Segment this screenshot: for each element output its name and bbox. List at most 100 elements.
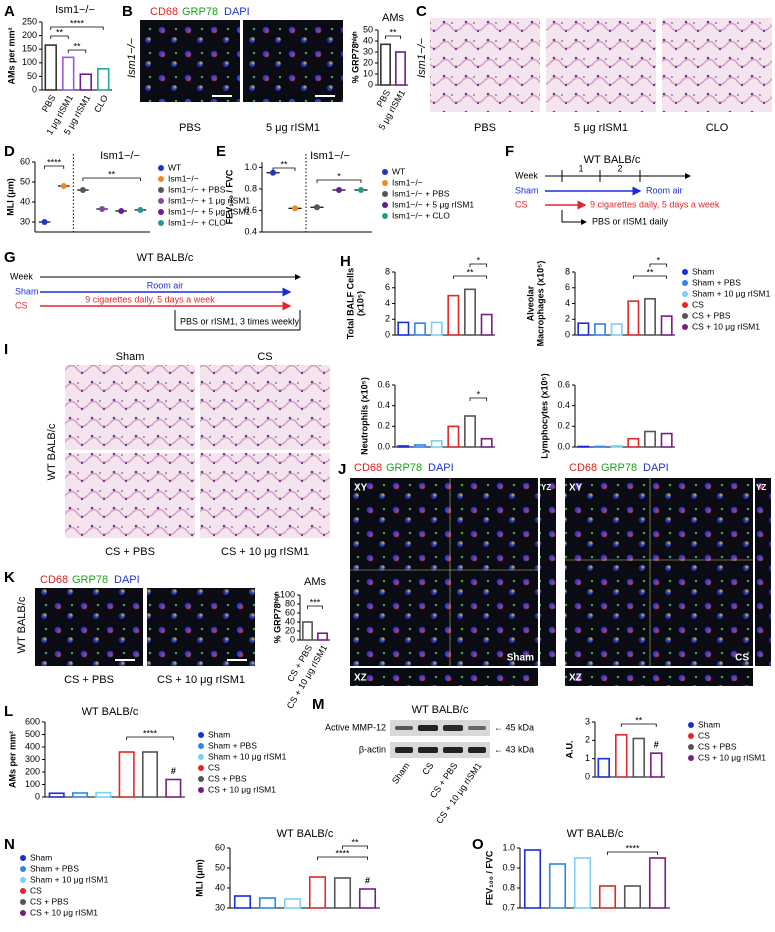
panel-letter: O <box>472 836 484 853</box>
y-tick-label: 4 <box>385 298 390 308</box>
bar <box>660 432 673 448</box>
sig-label: **** <box>70 18 85 28</box>
plane-label: YZ <box>756 483 766 492</box>
sig-label: * <box>337 171 341 181</box>
y-tick-label: 0.4 <box>244 226 257 236</box>
legend-label: CS + 10 μg rISM1 <box>30 907 98 917</box>
legend-label: WT <box>168 162 181 172</box>
sig-bracket <box>44 165 65 169</box>
sig-bracket <box>342 845 368 849</box>
sig-label: ** <box>280 159 288 169</box>
panel-letter: F <box>505 143 514 160</box>
legend-label: Ism1−/− + CLO <box>392 210 450 220</box>
legend-swatch <box>382 180 388 186</box>
y-tick-label: 0.8 <box>502 882 515 892</box>
sig-bracket <box>67 49 87 53</box>
y-tick-label: 50 <box>215 862 225 872</box>
sig-label: *** <box>310 597 321 607</box>
legend-swatch <box>382 191 388 197</box>
bar <box>71 792 89 798</box>
stain: CD68 <box>150 6 178 18</box>
y-tick-label: 0 <box>32 84 37 94</box>
legend-label: Sham + 10 μg rISM1 <box>208 751 287 761</box>
panel-letter: K <box>4 569 15 586</box>
x-tick-label: PBS <box>40 93 58 114</box>
stain: GRP78 <box>72 574 108 586</box>
y-tick-label: 250 <box>22 16 37 26</box>
y-tick-label: 50 <box>20 176 30 186</box>
y-tick-label: 300 <box>25 754 40 764</box>
bar <box>597 757 610 778</box>
treatment-text: PBS or rISM1, 3 times weekly <box>180 316 300 326</box>
bar <box>523 849 542 909</box>
legend-label: Ism1−/− + PBS <box>392 188 450 198</box>
legend-label: Sham + PBS <box>692 277 741 287</box>
legend-label: CS + 10 μg rISM1 <box>698 752 766 762</box>
blot-strip <box>390 720 490 736</box>
legend-label: CS + PBS <box>692 310 731 320</box>
panel-letter: G <box>4 249 16 266</box>
caption: CS + PBS <box>64 674 114 686</box>
panel-b-images: B CD68 GRP78 DAPI Ism1−/− PBS 5 μg rISM1 <box>122 3 343 134</box>
caption: CS + 10 μg rISM1 <box>221 546 309 558</box>
y-tick-label: 3 <box>585 716 590 726</box>
legend-swatch <box>198 776 204 782</box>
micrograph <box>35 588 143 666</box>
bar <box>165 778 182 798</box>
legend-label: Ism1−/− <box>168 173 199 183</box>
sig-bracket <box>469 397 488 401</box>
legend-swatch <box>382 169 388 175</box>
y-tick-label: 600 <box>25 716 40 726</box>
y-tick-label: 50 <box>363 24 373 34</box>
y-tick-label: 20 <box>285 625 295 635</box>
band <box>418 725 438 731</box>
legend-label: Sham <box>692 266 714 276</box>
stain: CD68 <box>40 574 68 586</box>
legend-swatch <box>20 910 26 916</box>
genotype: Ism1−/− <box>416 38 428 78</box>
sig-label: ** <box>646 267 654 277</box>
condition: CS <box>735 653 749 664</box>
panel-letter: A <box>4 3 15 20</box>
y-tick-label: 0.0 <box>557 441 570 451</box>
y-tick-label: 40 <box>363 35 373 45</box>
annotation: # <box>171 766 176 776</box>
x-tick-label: CLO <box>92 93 110 114</box>
cs-text: 9 cigarettes daily, 5 days a week <box>590 199 720 209</box>
stain: DAPI <box>114 574 140 586</box>
sig-label: ** <box>389 27 397 37</box>
bar <box>594 323 606 336</box>
legend-label: Sham + 10 μg rISM1 <box>692 288 771 298</box>
sig-label: **** <box>143 728 158 738</box>
legend-label: Ism1−/− + 1 μg rISM1 <box>168 195 250 205</box>
legend-label: Sham <box>208 729 230 739</box>
y-tick-label: 2 <box>385 314 390 324</box>
stain: GRP78 <box>182 6 218 18</box>
chart-title: WT BALB/c <box>277 828 334 840</box>
panel-j: J CD68 GRP78 DAPI XY YZ XZ Sham CD68 GRP… <box>338 461 771 686</box>
y-tick-label: 200 <box>25 766 40 776</box>
stain: CD68 <box>569 462 597 474</box>
y-tick-label: 30 <box>363 46 373 56</box>
bar <box>430 439 443 448</box>
y-tick-label: 8 <box>565 266 570 276</box>
sig-bracket <box>82 177 141 181</box>
y-tick-label: 0 <box>565 329 570 339</box>
legend-swatch <box>158 220 164 226</box>
bar <box>317 632 328 641</box>
mean-dot <box>79 187 86 193</box>
band <box>443 747 463 753</box>
bar <box>644 297 656 336</box>
sig-label: * <box>477 255 481 265</box>
legend-swatch <box>682 302 688 308</box>
micrograph <box>662 18 772 112</box>
sig-label: * <box>477 389 481 399</box>
y-tick-label: 0.4 <box>377 400 390 410</box>
band <box>395 726 413 730</box>
sham-label: Sham <box>15 286 39 296</box>
caption: PBS <box>474 122 496 134</box>
sig-label: ** <box>635 715 643 725</box>
cs-label: CS <box>515 199 528 209</box>
mean-dot <box>292 205 298 212</box>
bar <box>632 737 645 778</box>
